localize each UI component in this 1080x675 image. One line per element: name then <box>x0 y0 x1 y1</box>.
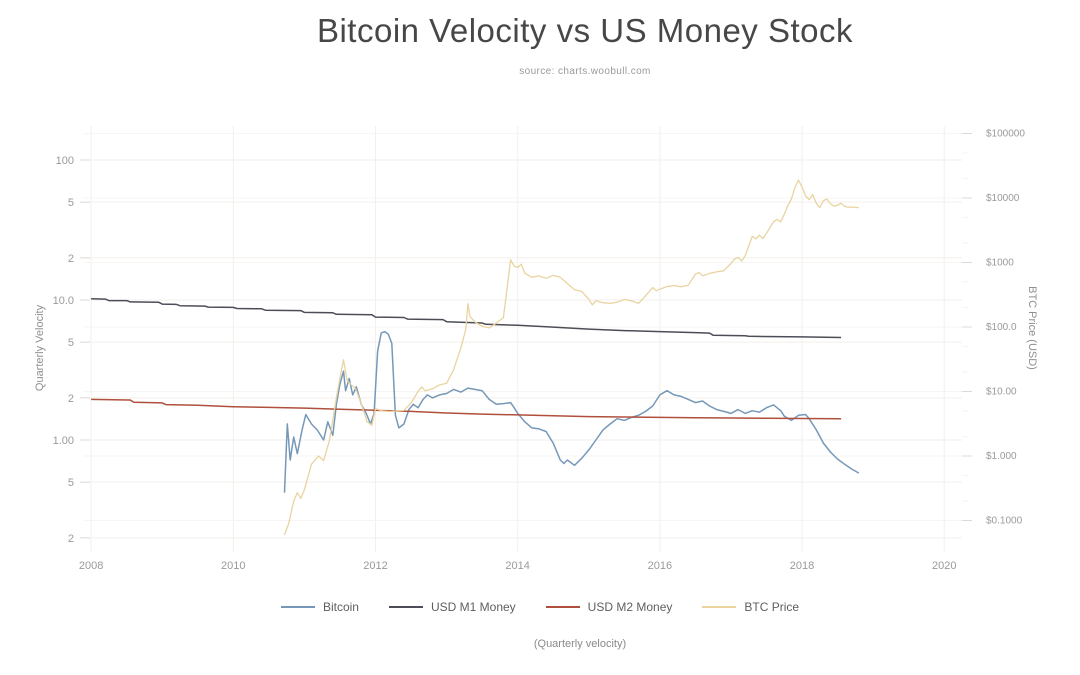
svg-text:2014: 2014 <box>505 560 529 572</box>
legend-item-btc-price[interactable]: BTC Price <box>702 600 799 614</box>
svg-text:2012: 2012 <box>363 560 387 572</box>
svg-text:$10000: $10000 <box>986 193 1020 204</box>
svg-text:5: 5 <box>68 197 74 209</box>
svg-text:$100.0: $100.0 <box>986 322 1017 333</box>
legend-swatch <box>545 606 580 608</box>
legend-item-usd-m2-money[interactable]: USD M2 Money <box>545 600 673 614</box>
chart-source: source: charts.woobull.com <box>519 66 651 77</box>
svg-text:10.0: 10.0 <box>53 295 74 307</box>
svg-text:100: 100 <box>56 155 74 167</box>
svg-text:1.00: 1.00 <box>53 435 74 447</box>
series-line-btc-price <box>283 179 859 536</box>
page-title: Bitcoin Velocity vs US Money Stock <box>316 12 854 49</box>
svg-text:$1000: $1000 <box>986 258 1014 269</box>
svg-text:5: 5 <box>68 477 74 489</box>
svg-text:2: 2 <box>68 393 74 405</box>
right-axis-ticks: $100000 $10000 $1000 $100.0 $10.00 $1.000 $0.1… <box>962 129 1025 527</box>
series-line-usd-m2-money <box>91 398 842 420</box>
series-line-usd-m1-money <box>91 298 842 339</box>
legend-item-bitcoin[interactable]: Bitcoin <box>280 600 359 614</box>
x-axis-ticks: 2008 2010 2012 2014 2016 2018 2020 <box>79 560 957 572</box>
series-line-bitcoin <box>283 330 860 493</box>
legend-swatch <box>702 606 737 608</box>
svg-text:2008: 2008 <box>79 560 103 572</box>
legend-label: USD M1 Money <box>430 600 516 614</box>
left-axis-ticks: 100 5 2 10.0 5 2 1.00 5 2 <box>53 155 90 545</box>
svg-text:$100000: $100000 <box>986 129 1025 140</box>
svg-text:2020: 2020 <box>932 560 956 572</box>
legend-swatch <box>280 606 315 608</box>
svg-text:$0.1000: $0.1000 <box>986 516 1023 527</box>
svg-text:2: 2 <box>68 533 74 545</box>
gridlines <box>84 126 962 552</box>
legend-label: BTC Price <box>744 600 800 614</box>
legend-item-usd-m1-money[interactable]: USD M1 Money <box>388 600 516 614</box>
legend-label: USD M2 Money <box>587 600 673 614</box>
svg-text:2016: 2016 <box>648 560 672 572</box>
svg-text:2018: 2018 <box>790 560 814 572</box>
legend-swatch <box>388 606 423 608</box>
right-axis-title: BTC Price (USD) <box>1026 286 1038 370</box>
svg-text:5: 5 <box>68 337 74 349</box>
svg-text:$1.000: $1.000 <box>986 451 1017 462</box>
svg-text:2010: 2010 <box>221 560 245 572</box>
legend-label: Bitcoin <box>322 600 359 614</box>
svg-text:2: 2 <box>68 253 74 265</box>
legend: Bitcoin USD M1 Money USD M2 Money BTC Price <box>0 600 1080 614</box>
svg-text:$10.00: $10.00 <box>986 387 1017 398</box>
chart-caption: (Quarterly velocity) <box>533 638 627 650</box>
left-axis-title: Quarterly Velocity <box>34 304 46 392</box>
